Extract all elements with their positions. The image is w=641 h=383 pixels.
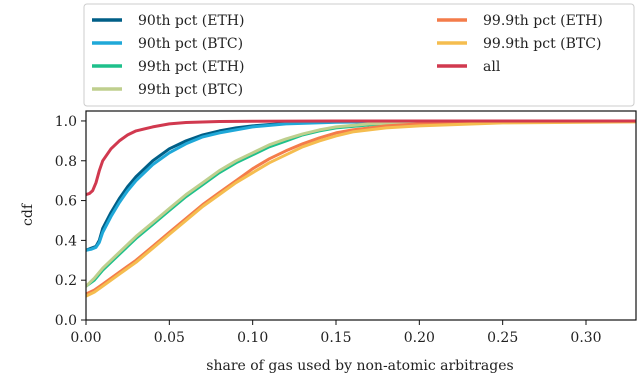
series-line-1 bbox=[86, 119, 636, 252]
series-line-6 bbox=[86, 119, 636, 197]
y-tick-label: 0.0 bbox=[55, 313, 77, 329]
y-tick-label: 0.6 bbox=[55, 194, 77, 210]
y-axis: 0.0 0.2 0.4 0.6 0.8 1.0 bbox=[55, 114, 86, 329]
series-line-3 bbox=[86, 119, 636, 288]
legend: 90th pct (ETH) 90th pct (BTC) 99th pct (ET… bbox=[83, 3, 635, 107]
y-tick-label: 0.4 bbox=[55, 233, 77, 249]
x-tick-label: 0.10 bbox=[237, 330, 268, 346]
series-line-0 bbox=[86, 119, 636, 252]
legend-entry-5: 99.9th pct (BTC) bbox=[483, 36, 601, 52]
legend-entry-0: 90th pct (ETH) bbox=[138, 13, 244, 29]
x-tick-label: 0.15 bbox=[320, 330, 351, 346]
legend-entry-4: 99.9th pct (ETH) bbox=[483, 13, 603, 29]
series-line-5 bbox=[86, 120, 636, 298]
legend-entry-2: 99th pct (ETH) bbox=[138, 59, 244, 75]
plot-area bbox=[85, 110, 637, 321]
series-line-2 bbox=[86, 119, 636, 288]
x-axis-label: share of gas used by non-atomic arbitrag… bbox=[206, 358, 513, 374]
x-tick-label: 0.30 bbox=[570, 330, 601, 346]
y-tick-label: 1.0 bbox=[55, 114, 77, 130]
y-tick-label: 0.2 bbox=[55, 273, 77, 289]
legend-entry-3: 99th pct (BTC) bbox=[138, 82, 243, 98]
x-tick-label: 0.05 bbox=[154, 330, 185, 346]
series-line-4 bbox=[86, 119, 636, 296]
x-tick-label: 0.25 bbox=[487, 330, 518, 346]
x-tick-label: 0.00 bbox=[70, 330, 101, 346]
legend-box bbox=[83, 3, 635, 107]
legend-entry-1: 90th pct (BTC) bbox=[138, 36, 243, 52]
y-axis-label: cdf bbox=[20, 202, 36, 226]
x-tick-label: 0.20 bbox=[404, 330, 435, 346]
x-axis: 0.00 0.05 0.10 0.15 0.20 0.25 0.30 bbox=[70, 320, 602, 346]
legend-entry-6: all bbox=[483, 59, 501, 75]
plot-frame bbox=[85, 110, 637, 321]
y-tick-label: 0.8 bbox=[55, 154, 77, 170]
